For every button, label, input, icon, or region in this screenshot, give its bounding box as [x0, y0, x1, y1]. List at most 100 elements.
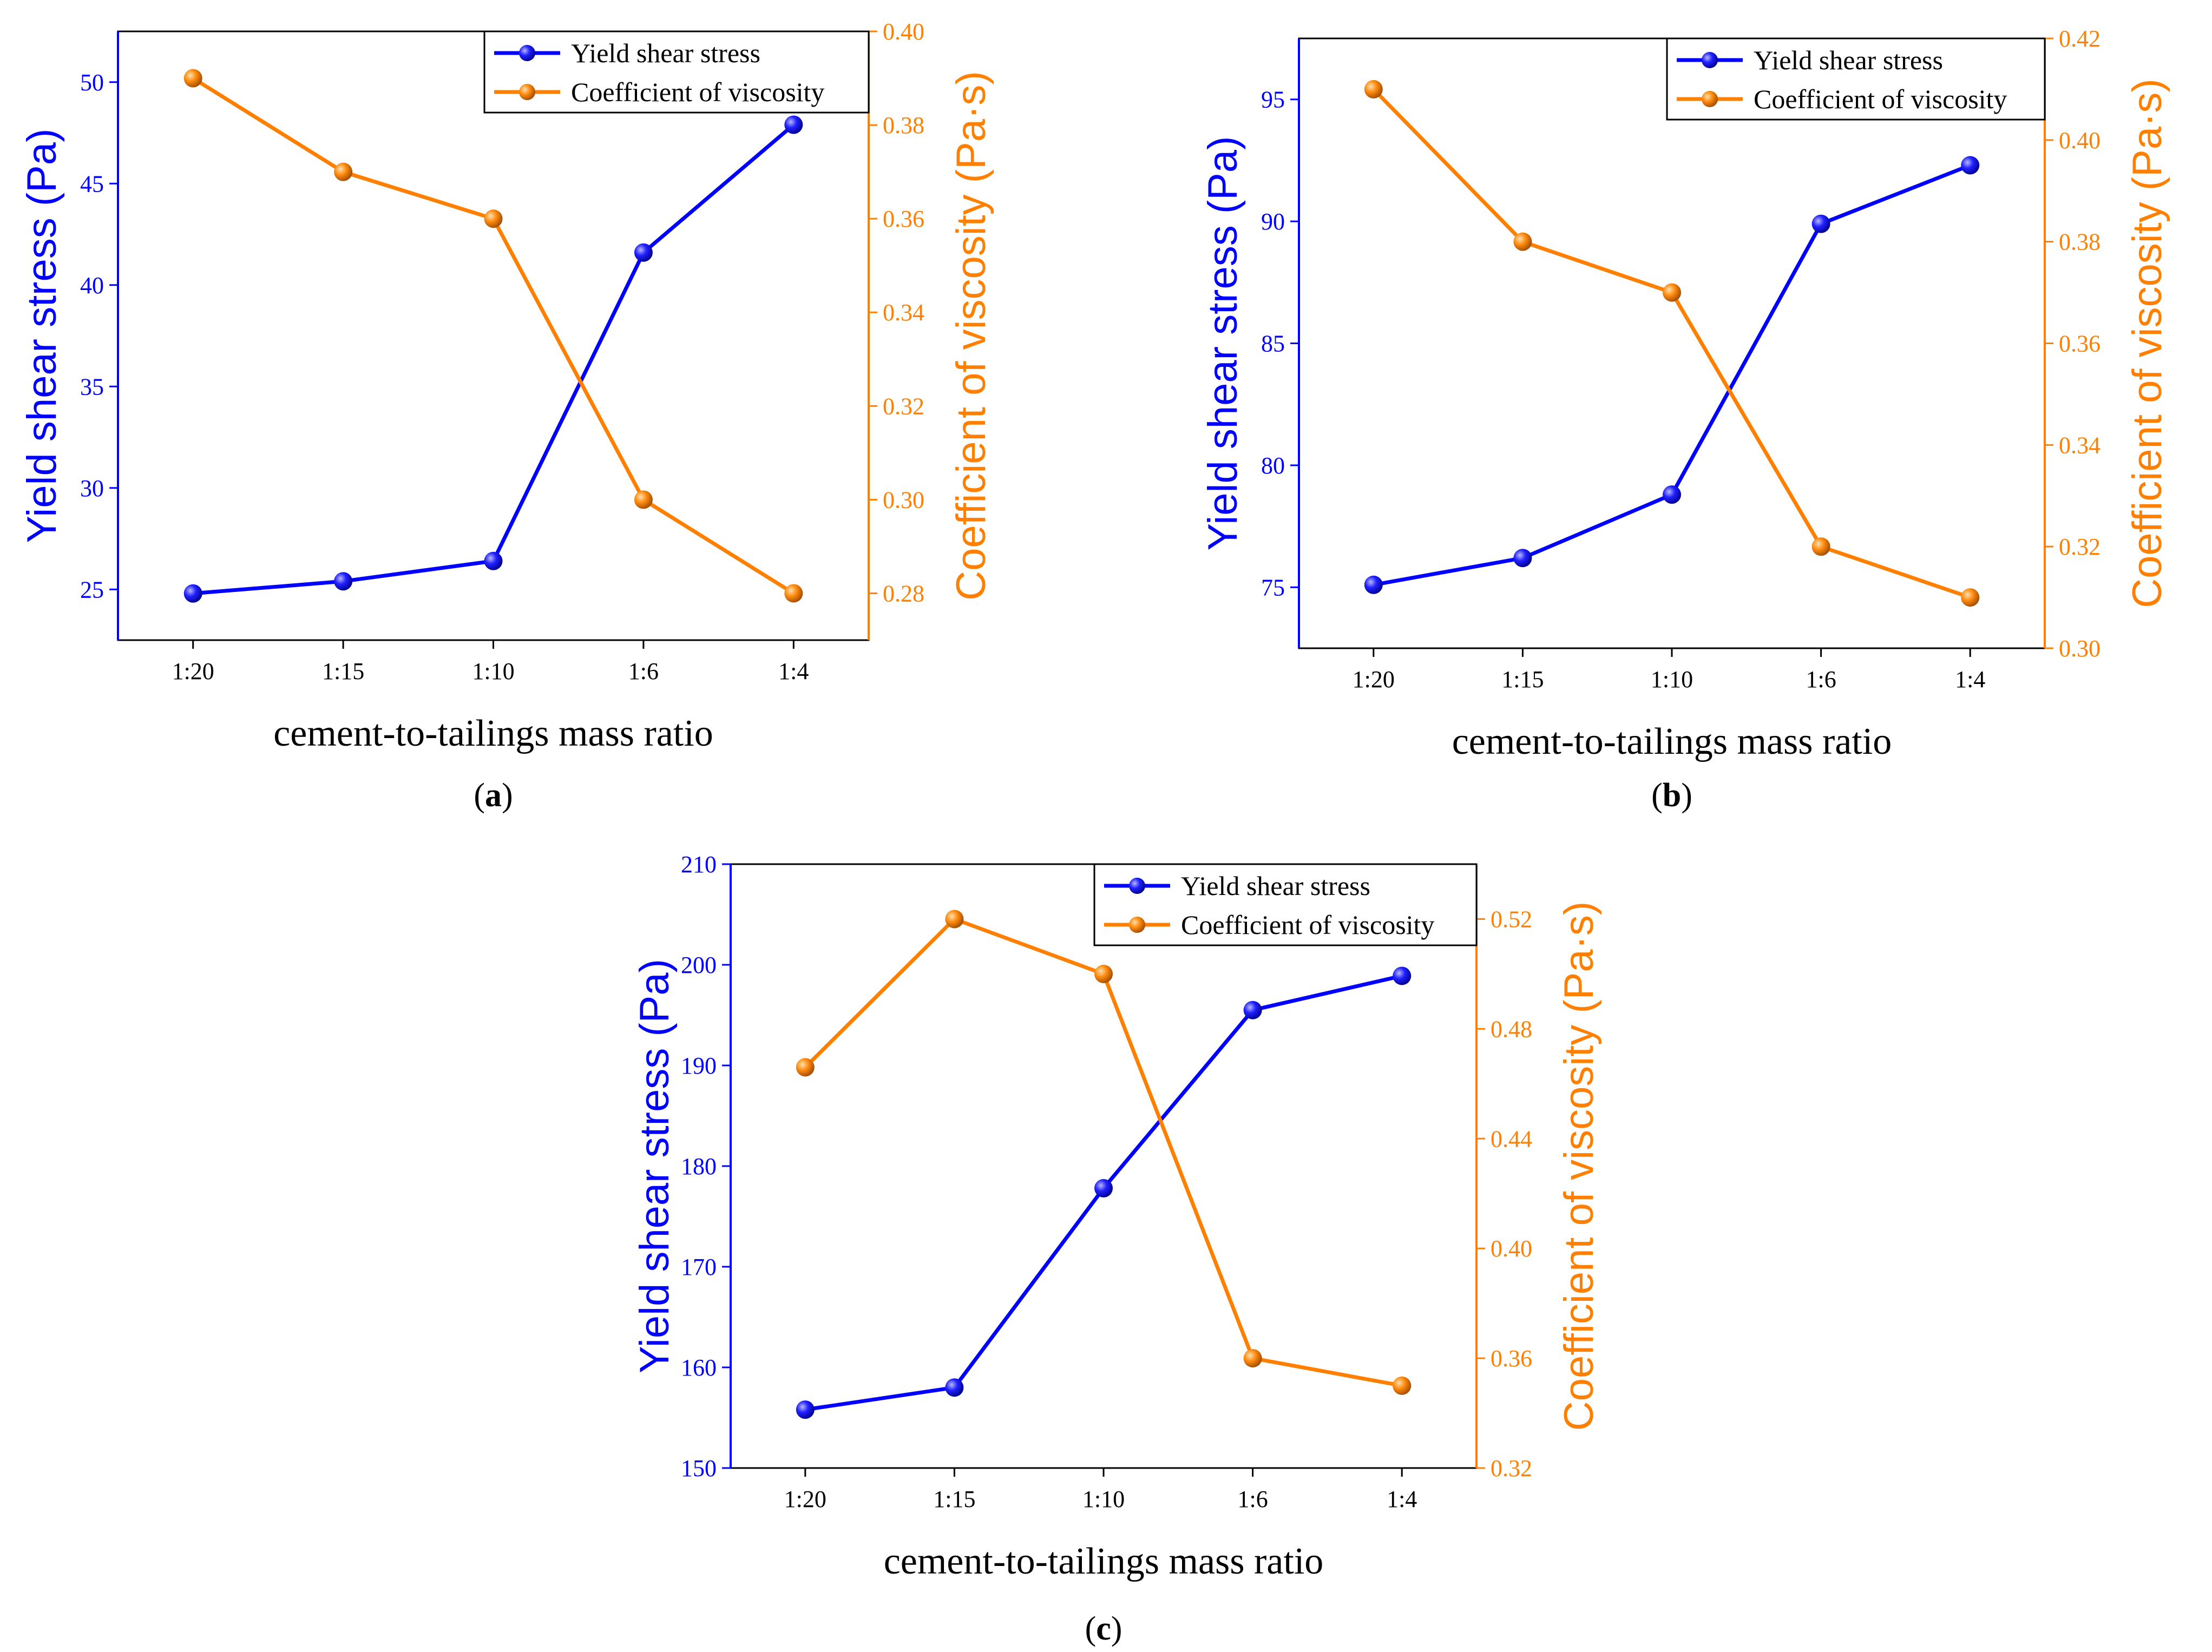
- legend-swatch-marker: [1702, 52, 1718, 68]
- data-point-yield: [1364, 575, 1383, 594]
- y2-tick-label: 0.40: [2059, 127, 2101, 154]
- x-axis-title: cement-to-tailings mass ratio: [884, 1541, 1324, 1582]
- legend-label: Coefficient of viscosity: [1754, 84, 2007, 114]
- data-point-viscosity: [1243, 1349, 1262, 1368]
- x-axis-title: cement-to-tailings mass ratio: [273, 713, 713, 754]
- data-point-yield: [1513, 549, 1532, 568]
- legend-label: Coefficient of viscosity: [1181, 910, 1434, 940]
- y-tick-label: 180: [681, 1153, 717, 1180]
- legend-swatch-marker: [519, 84, 535, 100]
- data-point-yield: [1663, 485, 1681, 504]
- legend-label: Coefficient of viscosity: [571, 77, 824, 107]
- chart-panel-a: 25 30 35 40 45 50 0.28 0.30 0.32 0.34 0.36 0.38 0.40…: [19, 18, 994, 814]
- x-tick-label: 1:4: [1387, 1486, 1417, 1512]
- data-point-yield: [183, 584, 202, 603]
- data-point-yield: [1094, 1179, 1113, 1197]
- y-tick-label: 200: [681, 952, 717, 978]
- x-tick-label: 1:4: [1955, 666, 1985, 693]
- data-point-viscosity: [1513, 232, 1532, 251]
- x-tick-label: 1:10: [1082, 1486, 1125, 1512]
- y2-tick-label: 0.30: [883, 486, 924, 513]
- data-point-yield: [1243, 1001, 1262, 1019]
- series-line-coefficient-of-viscosity: [804, 917, 1402, 1388]
- data-point-yield: [1961, 156, 1980, 175]
- x-tick-label: 1:4: [778, 658, 809, 685]
- y2-tick-label: 0.34: [2059, 432, 2101, 458]
- chart-panel-b: 75 80 85 90 95 0.30 0.32 0.34 0.36 0.38 0.40 0.42 1:…: [1200, 25, 2170, 814]
- y-tick-label: 150: [681, 1455, 717, 1482]
- y2-tick-label: 0.42: [2059, 25, 2101, 52]
- y2-axis-title: Coefficient of viscosity (Pa·s): [948, 71, 994, 600]
- y2-tick-label: 0.36: [1491, 1345, 1532, 1372]
- y-tick-label: 40: [80, 272, 104, 299]
- data-point-viscosity: [334, 162, 353, 181]
- x-tick-label: 1:10: [1651, 666, 1693, 693]
- y2-tick-label: 0.32: [883, 393, 924, 419]
- data-point-viscosity: [183, 69, 202, 88]
- legend-box: [1666, 37, 2046, 121]
- y2-tick-label: 0.40: [1491, 1235, 1532, 1262]
- x-tick-label: 1:20: [784, 1486, 826, 1512]
- y2-axis-title: Coefficient of viscosity (Pa·s): [1556, 901, 1602, 1431]
- panel-label: (b): [1651, 777, 1692, 814]
- x-tick-label: 1:10: [472, 658, 514, 685]
- data-point-yield: [796, 1400, 815, 1419]
- panel-label-letter: c: [1096, 1610, 1111, 1647]
- y2-tick-label: 0.32: [1491, 1455, 1532, 1482]
- x-tick-label: 1:6: [628, 658, 659, 685]
- legend-label: Yield shear stress: [1754, 45, 1943, 75]
- series-line-coefficient-of-viscosity: [1372, 88, 1971, 600]
- y-tick-label: 45: [80, 170, 104, 197]
- y2-tick-label: 0.38: [2059, 229, 2101, 255]
- x-tick-label: 1:15: [1501, 666, 1544, 693]
- y-tick-label: 50: [80, 69, 104, 96]
- y-axis-title: Yield shear stress (Pa): [1200, 136, 1246, 551]
- data-point-viscosity: [945, 910, 964, 929]
- y2-tick-label: 0.34: [883, 299, 924, 326]
- y-tick-label: 80: [1261, 452, 1285, 479]
- legend-swatch-marker: [1702, 91, 1718, 107]
- y2-tick-label: 0.38: [883, 112, 924, 139]
- data-point-yield: [784, 115, 803, 134]
- panel-label-letter: a: [485, 777, 502, 814]
- series-line-coefficient-of-viscosity: [192, 76, 795, 595]
- x-tick-label: 1:6: [1237, 1486, 1268, 1512]
- y-tick-label: 25: [80, 576, 104, 603]
- panel-label-letter: b: [1663, 777, 1681, 814]
- y-tick-label: 210: [681, 851, 717, 878]
- data-point-viscosity: [1364, 80, 1383, 98]
- y2-tick-label: 0.32: [2059, 534, 2101, 560]
- y-tick-label: 90: [1261, 208, 1285, 235]
- x-tick-label: 1:6: [1806, 666, 1836, 693]
- x-tick-label: 1:15: [933, 1486, 975, 1512]
- data-point-viscosity: [784, 584, 803, 603]
- y2-tick-label: 0.28: [883, 580, 924, 607]
- data-point-yield: [945, 1378, 964, 1397]
- y-tick-label: 190: [681, 1052, 717, 1079]
- x-tick-label: 1:20: [1353, 666, 1395, 693]
- plot-frame: [117, 30, 870, 641]
- y-tick-label: 35: [80, 373, 104, 400]
- y-tick-label: 75: [1261, 574, 1285, 601]
- y2-tick-label: 0.36: [883, 206, 924, 232]
- data-point-viscosity: [634, 490, 653, 509]
- y2-tick-label: 0.36: [2059, 331, 2101, 357]
- data-point-viscosity: [1811, 537, 1830, 556]
- legend-label: Yield shear stress: [571, 38, 760, 68]
- x-axis-title: cement-to-tailings mass ratio: [1452, 721, 1892, 762]
- y2-tick-label: 0.40: [883, 18, 924, 45]
- y-axis-title: Yield shear stress (Pa): [19, 129, 65, 543]
- legend-box: [483, 30, 870, 114]
- y-axis-title: Yield shear stress (Pa): [632, 959, 678, 1373]
- x-tick-label: 1:20: [172, 658, 214, 685]
- data-point-yield: [634, 243, 653, 262]
- data-point-viscosity: [1094, 964, 1113, 983]
- y2-tick-label: 0.44: [1491, 1126, 1532, 1152]
- legend-box: [1093, 863, 1478, 946]
- legend-swatch-marker: [1129, 917, 1145, 933]
- series-line-yield-shear-stress: [193, 123, 795, 596]
- y2-tick-label: 0.48: [1491, 1016, 1532, 1042]
- legend-swatch-marker: [1129, 878, 1145, 894]
- y-tick-label: 170: [681, 1254, 717, 1280]
